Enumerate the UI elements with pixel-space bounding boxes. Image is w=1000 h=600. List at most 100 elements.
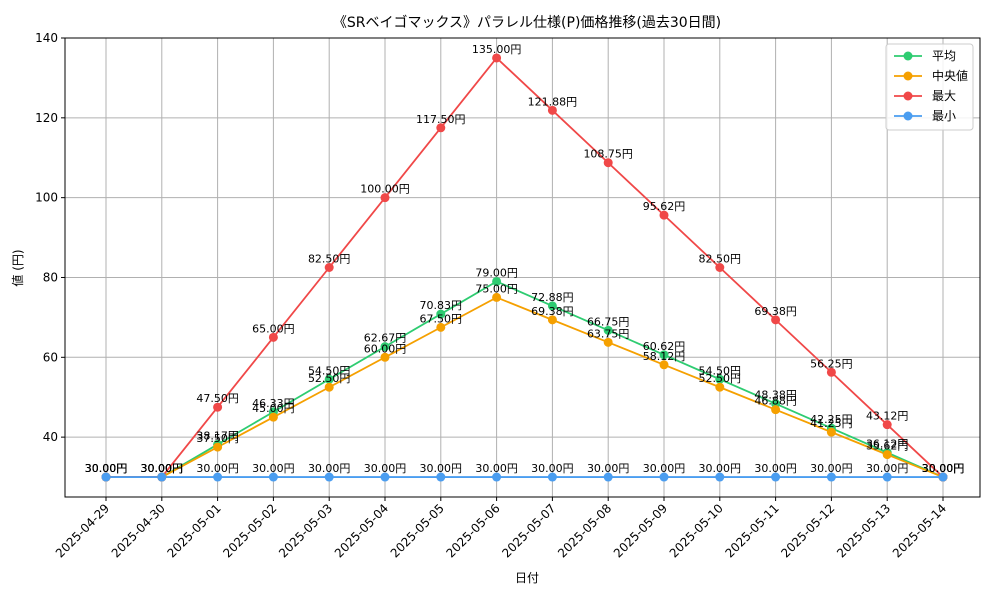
data-point <box>492 472 502 482</box>
data-label: 52.50円 <box>308 372 351 385</box>
data-point <box>771 405 781 415</box>
data-point <box>603 158 613 168</box>
y-tick-label: 80 <box>43 270 58 284</box>
legend-label: 最大 <box>932 89 956 103</box>
data-label: 30.00円 <box>922 462 965 475</box>
data-label: 35.62円 <box>866 440 909 453</box>
legend-marker <box>903 111 913 121</box>
series-line <box>106 56 944 478</box>
x-tick-label: 2025-05-09 <box>611 501 670 560</box>
data-point <box>882 420 892 430</box>
data-label: 42.25円 <box>810 413 853 426</box>
data-label: 30.00円 <box>141 462 184 475</box>
data-point <box>436 472 446 482</box>
data-point <box>715 374 725 384</box>
data-label: 30.00円 <box>754 462 797 475</box>
data-label: 69.38円 <box>754 305 797 318</box>
data-label: 30.00円 <box>866 462 909 475</box>
data-label: 79.00円 <box>475 266 518 279</box>
legend-label: 最小 <box>932 109 956 123</box>
data-label: 72.88円 <box>531 291 574 304</box>
data-point <box>547 105 557 115</box>
x-tick-label: 2025-05-12 <box>778 501 837 560</box>
plot-frame <box>64 37 981 498</box>
data-label: 30.00円 <box>420 462 463 475</box>
data-label: 121.88円 <box>528 95 578 108</box>
data-point <box>268 332 278 342</box>
data-point <box>268 472 278 482</box>
x-tick-label: 2025-05-04 <box>332 501 391 560</box>
data-label: 41.25円 <box>810 417 853 430</box>
data-point <box>882 472 892 482</box>
data-point <box>492 53 502 63</box>
data-point <box>771 315 781 325</box>
data-label: 54.50円 <box>699 364 742 377</box>
legend-marker <box>903 71 913 81</box>
series-line <box>106 296 944 478</box>
data-label: 30.00円 <box>364 462 407 475</box>
data-point <box>101 472 111 482</box>
data-label: 75.00円 <box>475 282 518 295</box>
data-point <box>213 402 223 412</box>
data-point <box>324 472 334 482</box>
y-axis-title: 値 (円) <box>10 249 25 286</box>
x-tick-label: 2025-05-06 <box>444 501 503 560</box>
data-label: 46.33円 <box>252 397 295 410</box>
data-label: 63.75円 <box>587 327 630 340</box>
x-tick-label: 2025-04-30 <box>109 501 168 560</box>
x-tick-label: 2025-05-07 <box>499 501 558 560</box>
y-tick-label: 40 <box>43 430 58 444</box>
data-point <box>436 123 446 133</box>
data-label: 37.50円 <box>196 432 239 445</box>
data-point <box>436 309 446 319</box>
data-point <box>715 382 725 392</box>
data-label: 30.00円 <box>643 462 686 475</box>
data-point <box>213 472 223 482</box>
data-label: 30.00円 <box>196 462 239 475</box>
y-tick-label: 100 <box>35 191 58 205</box>
data-label: 38.17円 <box>196 429 239 442</box>
x-tick-label: 2025-05-14 <box>890 501 949 560</box>
data-label: 30.00円 <box>587 462 630 475</box>
data-label: 30.00円 <box>252 462 295 475</box>
x-tick-label: 2025-05-10 <box>667 501 726 560</box>
data-point <box>882 450 892 460</box>
data-label: 36.12円 <box>866 438 909 451</box>
data-point <box>492 276 502 286</box>
data-point <box>715 263 725 272</box>
data-label: 52.50円 <box>699 372 742 385</box>
data-point <box>938 472 948 482</box>
data-point <box>659 350 669 360</box>
data-label: 30.00円 <box>141 462 184 475</box>
legend-box <box>885 43 974 131</box>
data-label: 100.00円 <box>360 183 410 196</box>
data-label: 82.50円 <box>308 253 351 266</box>
data-label: 66.75円 <box>587 315 630 328</box>
data-point <box>826 427 836 437</box>
data-label: 30.00円 <box>85 462 128 475</box>
data-labels: 30.00円 30.00円 38.17円 46.33円 54.50円 62.67円 70.8… <box>85 43 965 475</box>
data-point <box>603 325 613 335</box>
data-point <box>213 442 223 452</box>
data-label: 58.12円 <box>643 350 686 363</box>
data-label: 95.62円 <box>643 200 686 213</box>
y-tick-label: 120 <box>35 111 58 125</box>
data-label: 47.50円 <box>196 392 239 405</box>
data-label: 30.00円 <box>475 462 518 475</box>
x-tick-label: 2025-05-13 <box>834 501 893 560</box>
data-label: 67.50円 <box>420 312 463 325</box>
data-point <box>380 342 390 352</box>
data-point <box>603 337 613 347</box>
data-label: 30.00円 <box>810 462 853 475</box>
x-tick-label: 2025-05-02 <box>220 501 279 560</box>
x-tick-label: 2025-04-29 <box>53 501 112 560</box>
data-point <box>324 263 334 272</box>
x-tick-label: 2025-05-03 <box>276 501 335 560</box>
y-tick-label: 60 <box>43 350 58 364</box>
data-label: 108.75円 <box>583 148 633 161</box>
x-tick-label: 2025-05-05 <box>388 501 447 560</box>
data-label: 30.00円 <box>85 462 128 475</box>
legend-marker <box>903 51 913 61</box>
data-point <box>547 315 557 325</box>
data-label: 60.62円 <box>643 340 686 353</box>
